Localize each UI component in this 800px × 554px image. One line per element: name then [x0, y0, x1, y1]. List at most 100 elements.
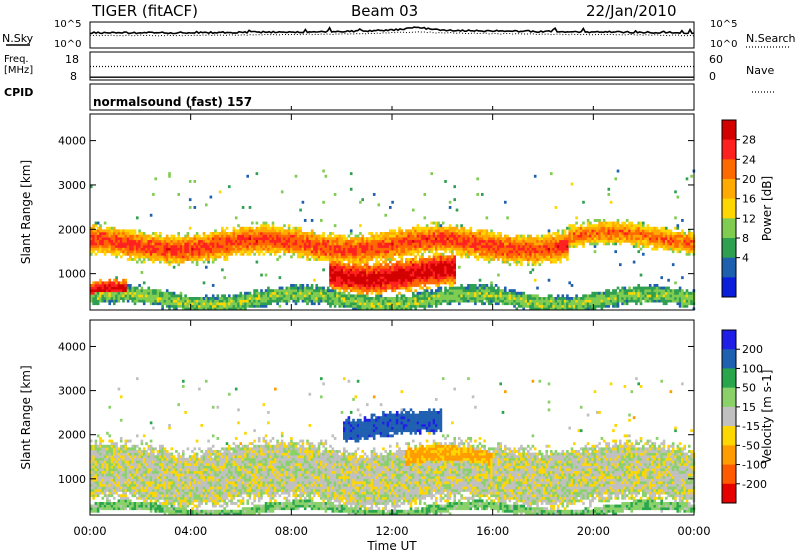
- power-heatmap-cell: [678, 297, 682, 300]
- power-heatmap-cell: [389, 229, 392, 233]
- power-heatmap-cell: [326, 297, 330, 300]
- power-heatmap-cell: [439, 278, 443, 282]
- power-heatmap-cell: [218, 297, 222, 300]
- power-heatmap-cell: [501, 245, 505, 248]
- power-heatmap-cell: [589, 232, 592, 235]
- power-heatmap-cell: [398, 278, 401, 282]
- power-heatmap-cell: [349, 250, 353, 254]
- power-heatmap-cell: [386, 268, 390, 272]
- power-heatmap-cell: [448, 271, 452, 274]
- power-heatmap-cell: [315, 284, 318, 287]
- power-heatmap-cell: [382, 304, 385, 308]
- power-heatmap-cell: [600, 291, 604, 295]
- power-heatmap-cell: [513, 302, 516, 306]
- power-heatmap-cell: [382, 237, 385, 241]
- power-heatmap-cell: [297, 297, 300, 300]
- power-heatmap-cell: [274, 242, 277, 246]
- power-heatmap-cell: [481, 289, 484, 293]
- power-heatmap-cell: [366, 252, 369, 256]
- power-heatmap-cell: [678, 294, 682, 298]
- power-heatmap-cell: [398, 297, 401, 300]
- power-heatmap-cell: [290, 255, 293, 259]
- power-heatmap-cell: [432, 239, 436, 243]
- power-heatmap-cell: [469, 291, 473, 295]
- power-heatmap-cell: [363, 289, 367, 293]
- power-heatmap-cell: [218, 304, 222, 308]
- power-heatmap-cell: [290, 291, 293, 295]
- power-heatmap-cell: [234, 239, 238, 243]
- power-heatmap-cell: [395, 297, 399, 300]
- power-heatmap-cell: [320, 239, 323, 243]
- power-heatmap-cell: [345, 263, 348, 267]
- power-heatmap-cell: [556, 307, 560, 311]
- power-heatmap-cell: [476, 286, 479, 290]
- power-heatmap-cell: [333, 258, 337, 261]
- power-heatmap-cell: [90, 245, 93, 248]
- power-heatmap-cell: [216, 234, 220, 238]
- power-heatmap-cell: [642, 286, 645, 290]
- power-heatmap-cell: [331, 247, 335, 251]
- power-heatmap-cell: [202, 297, 206, 300]
- power-heatmap-cell: [331, 252, 335, 256]
- power-heatmap-cell: [108, 291, 111, 295]
- power-heatmap-cell: [391, 245, 394, 248]
- power-heatmap-cell: [96, 297, 100, 300]
- power-heatmap-cell: [453, 278, 456, 282]
- power-heatmap-cell: [294, 245, 298, 248]
- power-heatmap-cell: [228, 239, 231, 243]
- power-heatmap-cell: [382, 252, 385, 256]
- power-heatmap-cell: [299, 297, 302, 300]
- power-heatmap-cell: [375, 260, 378, 264]
- power-heatmap-cell: [377, 239, 381, 243]
- power-heatmap-cell: [386, 299, 390, 303]
- power-heatmap-cell: [483, 234, 486, 238]
- power-heatmap-cell: [552, 252, 555, 256]
- power-heatmap-cell: [494, 239, 498, 243]
- power-heatmap-cell: [370, 281, 374, 285]
- power-heatmap-cell: [147, 237, 151, 241]
- power-heatmap-cell: [600, 234, 604, 238]
- power-heatmap-cell: [211, 245, 215, 248]
- power-heatmap-cell: [322, 289, 325, 293]
- power-heatmap-cell: [287, 242, 291, 246]
- power-heatmap-cell: [593, 307, 597, 311]
- power-heatmap-cell: [202, 234, 206, 238]
- power-heatmap-cell: [138, 284, 141, 287]
- power-heatmap-cell: [570, 297, 574, 300]
- power-heatmap-cell: [409, 302, 413, 306]
- power-heatmap-cell: [439, 242, 443, 246]
- power-heatmap-cell: [336, 247, 339, 251]
- power-heatmap-cell: [393, 245, 397, 248]
- power-heatmap-cell: [338, 289, 341, 293]
- power-heatmap-cell: [179, 242, 183, 246]
- power-heatmap-cell: [409, 271, 413, 274]
- power-heatmap-cell: [239, 226, 243, 230]
- power-heatmap-cell: [538, 247, 542, 251]
- power-heatmap-cell: [352, 252, 355, 256]
- power-heatmap-cell: [621, 291, 624, 295]
- power-heatmap-cell: [246, 252, 249, 256]
- power-heatmap-cell: [177, 247, 180, 251]
- power-heatmap-cell: [214, 299, 217, 303]
- power-heatmap-cell: [474, 252, 477, 256]
- power-heatmap-cell: [147, 252, 151, 256]
- power-heatmap-cell: [559, 307, 562, 311]
- power-heatmap-cell: [510, 294, 514, 298]
- power-heatmap-cell: [596, 304, 599, 308]
- power-heatmap-cell: [221, 304, 224, 308]
- power-heatmap-cell: [306, 242, 309, 246]
- power-heatmap-cell: [407, 278, 410, 282]
- power-heatmap-cell: [492, 252, 496, 256]
- power-heatmap-cell: [625, 229, 629, 233]
- power-heatmap-cell: [409, 242, 413, 246]
- power-heatmap-cell: [421, 242, 424, 246]
- power-heatmap-cell: [223, 307, 226, 311]
- power-heatmap-cell: [637, 237, 640, 241]
- power-heatmap-cell: [520, 239, 523, 243]
- power-heatmap-cell: [170, 239, 174, 243]
- power-heatmap-cell: [625, 234, 629, 238]
- power-heatmap-cell: [343, 289, 346, 293]
- power-heatmap-cell: [612, 226, 615, 230]
- power-heatmap-cell: [106, 239, 109, 243]
- power-heatmap-cell: [506, 299, 509, 303]
